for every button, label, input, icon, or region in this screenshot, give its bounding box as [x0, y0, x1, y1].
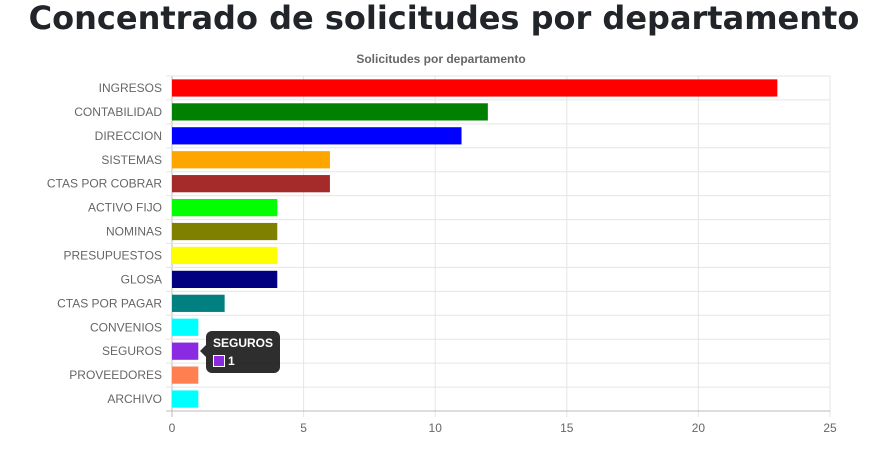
bar-convenios[interactable]: [172, 318, 199, 336]
category-label: ARCHIVO: [107, 392, 162, 406]
bar-presupuestos[interactable]: [172, 246, 278, 265]
category-label: NOMINAS: [106, 225, 162, 239]
x-tick-label: 10: [429, 421, 443, 435]
bar-archivo[interactable]: [172, 390, 199, 408]
category-label: PRESUPUESTOS: [64, 248, 162, 262]
category-label: DIRECCION: [95, 129, 162, 143]
category-labels: INGRESOS CONTABILIDAD DIRECCION SISTEMAS CTA…: [47, 81, 162, 406]
category-label: PROVEEDORES: [69, 368, 162, 382]
category-label: GLOSA: [121, 272, 162, 286]
bar-activo-fijo[interactable]: [172, 198, 278, 217]
chart-title: Solicitudes por departamento: [356, 52, 525, 66]
tooltip-title: SEGUROS: [213, 336, 274, 350]
category-label: CONVENIOS: [90, 320, 162, 334]
bar-ingresos[interactable]: [172, 79, 778, 97]
bar-contabilidad[interactable]: [172, 103, 488, 121]
category-label: CTAS POR COBRAR: [47, 177, 162, 191]
x-tick-label: 25: [823, 421, 837, 435]
bar-tooltip: SEGUROS 1: [199, 331, 281, 373]
bars: [172, 79, 778, 408]
category-label: CTAS POR PAGAR: [57, 296, 162, 310]
bar-direccion[interactable]: [172, 127, 462, 145]
bar-seguros[interactable]: [172, 342, 199, 360]
bar-glosa[interactable]: [172, 270, 278, 289]
x-tick-label: 0: [169, 421, 176, 435]
category-label: INGRESOS: [99, 81, 162, 95]
page-heading: Concentrado de solicitudes por departame…: [28, 0, 860, 37]
category-label: CONTABILIDAD: [74, 105, 162, 119]
category-label: ACTIVO FIJO: [88, 201, 162, 215]
tooltip-value: 1: [228, 354, 235, 368]
tooltip-row: 1: [213, 354, 273, 368]
x-tick-label: 15: [560, 421, 574, 435]
x-tick-label: 5: [300, 421, 307, 435]
bar-ctas-por-cobrar[interactable]: [172, 175, 330, 193]
tooltip-color-swatch: [213, 355, 225, 367]
bar-ctas-por-pagar[interactable]: [172, 294, 225, 312]
bar-proveedores[interactable]: [172, 366, 199, 384]
bar-nominas[interactable]: [172, 222, 278, 241]
category-label: SISTEMAS: [101, 153, 162, 167]
x-axis-ticks: 0 5 10 15 20 25: [169, 421, 837, 435]
x-tick-label: 20: [692, 421, 706, 435]
category-label: SEGUROS: [102, 344, 162, 358]
bar-sistemas[interactable]: [172, 151, 330, 169]
